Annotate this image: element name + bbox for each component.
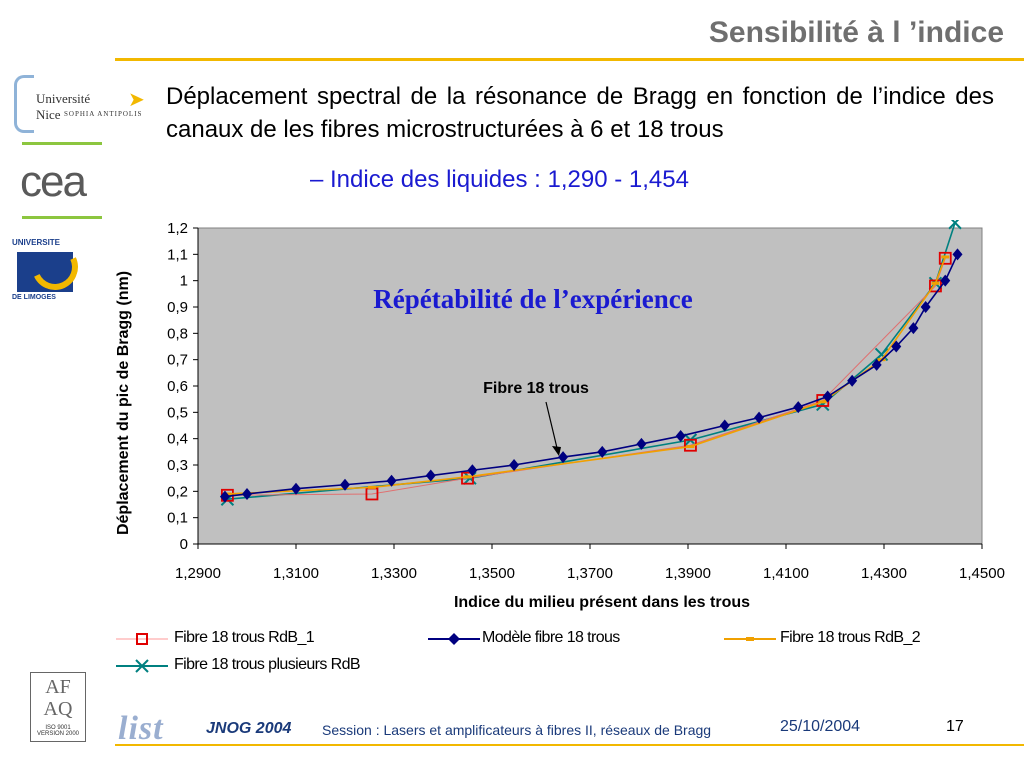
series-1-point <box>938 251 952 265</box>
footer-conference: JNOG 2004 <box>206 720 292 737</box>
series-2-point <box>940 274 951 287</box>
series-2-point <box>952 248 963 261</box>
y-tick-label: 0,6 <box>167 378 188 395</box>
y-tick-label: 0,9 <box>167 299 188 316</box>
y-tick-label: 0,8 <box>167 325 188 342</box>
logo-universite-limoges: UNIVERSITE DE LIMOGES <box>12 237 92 308</box>
logo-list: list <box>118 710 164 747</box>
y-tick-label: 0,5 <box>167 404 188 421</box>
bullet-block: ➤ Déplacement spectral de la résonance d… <box>128 80 994 146</box>
logo-afaq: AF AQ ISO 9001 VERSION 2000 <box>30 672 86 742</box>
series-2-point <box>793 401 804 414</box>
logo-cea: cea <box>20 157 87 206</box>
series-layer <box>219 220 963 506</box>
x-tick-label: 1,4500 <box>959 565 1005 582</box>
sub-bullet: – Indice des liquides : 1,290 - 1,454 <box>310 166 689 193</box>
title-rule <box>115 58 1024 61</box>
x-tick-label: 1,3500 <box>469 565 515 582</box>
limoges-logo-bottom: DE LIMOGES <box>12 294 56 301</box>
bullet-arrow-icon: ➤ <box>128 89 145 111</box>
logo-separator <box>22 142 102 145</box>
series-3-line <box>227 256 946 495</box>
axes: 0 0,1 0,2 0,3 0,4 0,5 0,6 0,7 0,8 0,9 1 1,1 1,2 1,290… <box>167 220 1005 582</box>
plot-area <box>197 227 983 545</box>
series-2-point <box>636 437 647 450</box>
y-tick-label: 0,4 <box>167 431 188 448</box>
legend-marker-model <box>428 633 480 645</box>
legend-label-rdb2: Fibre 18 trous RdB_2 <box>780 629 921 646</box>
nice-logo-line2: Nice <box>36 107 61 122</box>
series-2-point <box>822 390 833 403</box>
series-2-point <box>847 374 858 387</box>
legend-marker-multi <box>116 659 168 673</box>
afaq-iso-text: ISO 9001 VERSION 2000 <box>36 725 80 737</box>
y-tick-label: 0,3 <box>167 457 188 474</box>
limoges-logo-square <box>17 252 73 292</box>
y-tick-label: 0,7 <box>167 352 188 369</box>
y-tick-label: 0,2 <box>167 483 188 500</box>
footer-rule <box>115 744 1024 746</box>
x-axis-label: Indice du milieu présent dans les trous <box>454 594 750 611</box>
bragg-chart: 0 0,1 0,2 0,3 0,4 0,5 0,6 0,7 0,8 0,9 1 1,1 1,2 1,290… <box>115 220 1005 611</box>
series-2-point <box>340 478 350 491</box>
series-2-point <box>871 358 882 371</box>
legend-marker-rdb1 <box>116 633 168 645</box>
annotation-arrowhead <box>552 446 561 456</box>
series-4-point <box>948 220 962 230</box>
x-tick-label: 1,3900 <box>665 565 711 582</box>
x-tick-label: 1,3100 <box>273 565 319 582</box>
chart-title: Répétabilité de l’expérience <box>373 284 692 314</box>
x-tick-label: 1,3700 <box>567 565 613 582</box>
y-tick-label: 0,1 <box>167 510 188 527</box>
bullet-text: Déplacement spectral de la résonance de … <box>166 83 994 143</box>
footer-session: Session : Lasers et amplificateurs à fib… <box>322 722 712 738</box>
nice-logo-line3: SOPHIA ANTIPOLIS <box>64 110 143 118</box>
series-2-point <box>908 322 919 335</box>
footer-page-number: 17 <box>946 718 964 735</box>
series-2-point <box>558 451 569 464</box>
legend-label-model: Modèle fibre 18 trous <box>482 629 620 646</box>
x-tick-label: 1,4300 <box>861 565 907 582</box>
series-2-point <box>291 482 301 495</box>
chart-legend: Fibre 18 trous RdB_1 Modèle fibre 18 tro… <box>104 626 1014 682</box>
legend-label-rdb1: Fibre 18 trous RdB_1 <box>174 629 315 646</box>
logo-universite-nice: Université Nice SOPHIA ANTIPOLIS <box>12 75 147 135</box>
x-tick-label: 1,4100 <box>763 565 809 582</box>
series-2-point <box>719 419 730 432</box>
sub-bullet-text: Indice des liquides : 1,290 - 1,454 <box>330 166 689 193</box>
limoges-logo-top: UNIVERSITE <box>12 238 61 247</box>
y-tick-label: 0 <box>180 536 188 553</box>
series-2-point <box>467 464 478 477</box>
annotation-label: Fibre 18 trous <box>483 380 589 397</box>
nice-logo-shape <box>14 75 34 133</box>
series-2-point <box>509 459 520 471</box>
slide-title: Sensibilité à l ’indice <box>708 16 1004 49</box>
y-tick-label: 1 <box>180 273 188 290</box>
afaq-letters: AF AQ <box>43 676 73 720</box>
series-2-point <box>754 411 765 424</box>
y-axis-label: Déplacement du pic de Bragg (nm) <box>115 271 132 535</box>
series-2-point <box>386 474 397 487</box>
nice-logo-line1: Université <box>36 91 91 106</box>
series-2-point <box>219 490 230 503</box>
series-2-point <box>425 469 436 482</box>
footer-date: 25/10/2004 <box>780 718 861 735</box>
y-tick-label: 1,1 <box>167 246 188 263</box>
x-tick-label: 1,2900 <box>175 565 221 582</box>
logo-separator <box>22 216 102 219</box>
legend-label-multi: Fibre 18 trous plusieurs RdB <box>174 656 361 673</box>
x-tick-label: 1,3300 <box>371 565 417 582</box>
y-tick-label: 1,2 <box>167 220 188 237</box>
series-2-point <box>891 340 902 353</box>
annotation-arrow <box>545 401 558 449</box>
series-2-point <box>675 430 686 443</box>
series-2-point <box>242 487 252 500</box>
legend-marker-rdb2 <box>724 637 776 641</box>
series-2-point <box>597 445 608 458</box>
series-2-point <box>920 301 931 313</box>
